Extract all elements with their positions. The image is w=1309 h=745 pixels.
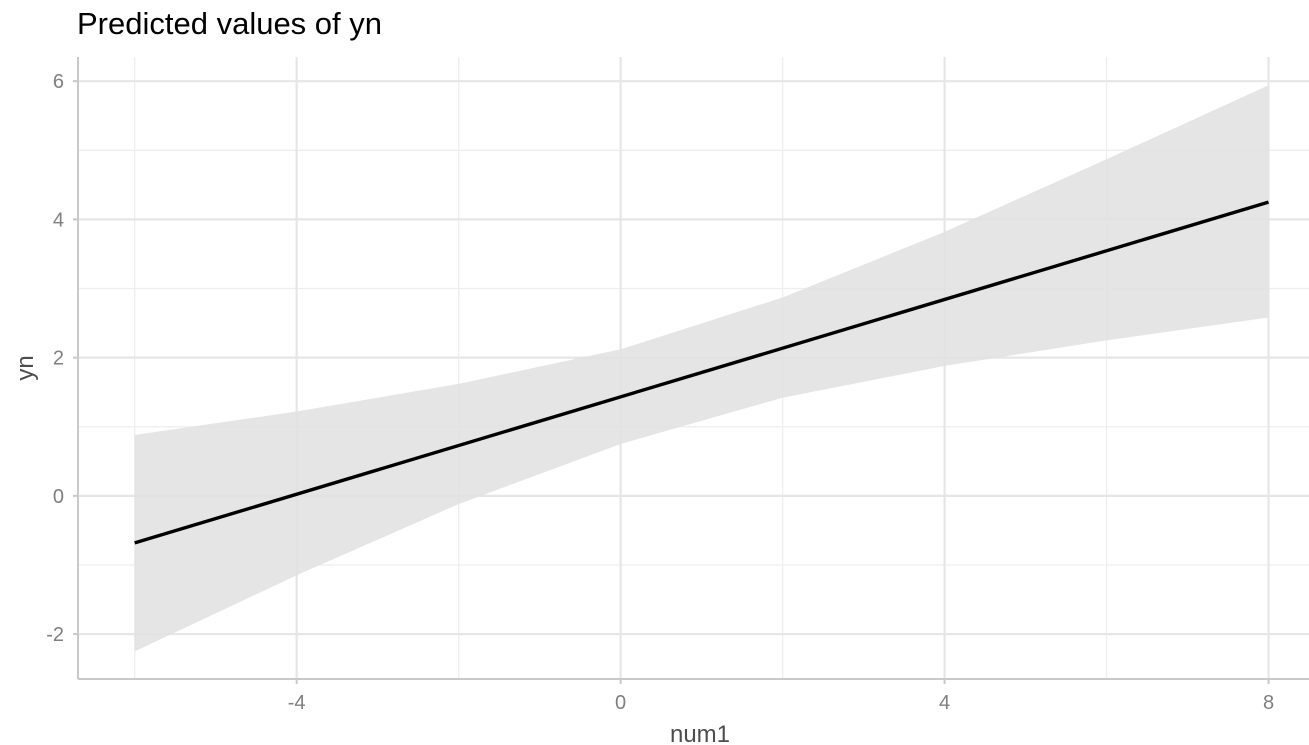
- chart-title: Predicted values of yn: [77, 6, 382, 41]
- y-axis-label: yn: [12, 355, 39, 380]
- y-tick-label: 2: [53, 348, 64, 370]
- axes: [73, 57, 1309, 684]
- x-tick-label: 4: [939, 692, 950, 714]
- x-tick-label: 8: [1263, 692, 1274, 714]
- x-axis-label: num1: [670, 721, 730, 745]
- y-tick-label: 0: [53, 486, 64, 508]
- confidence-band-layer: [134, 85, 1269, 652]
- prediction-line-layer: [134, 200, 1269, 545]
- y-tick-label: 6: [53, 71, 64, 93]
- tick-labels: -4 0 4 8 -2 0 2 4 6: [46, 71, 1274, 714]
- x-tick-label: -4: [288, 692, 306, 714]
- y-tick-label: 4: [53, 209, 64, 231]
- prediction-line: [134, 200, 1269, 545]
- x-tick-label: 0: [615, 692, 626, 714]
- y-tick-label: -2: [46, 624, 64, 646]
- confidence-band: [134, 85, 1269, 652]
